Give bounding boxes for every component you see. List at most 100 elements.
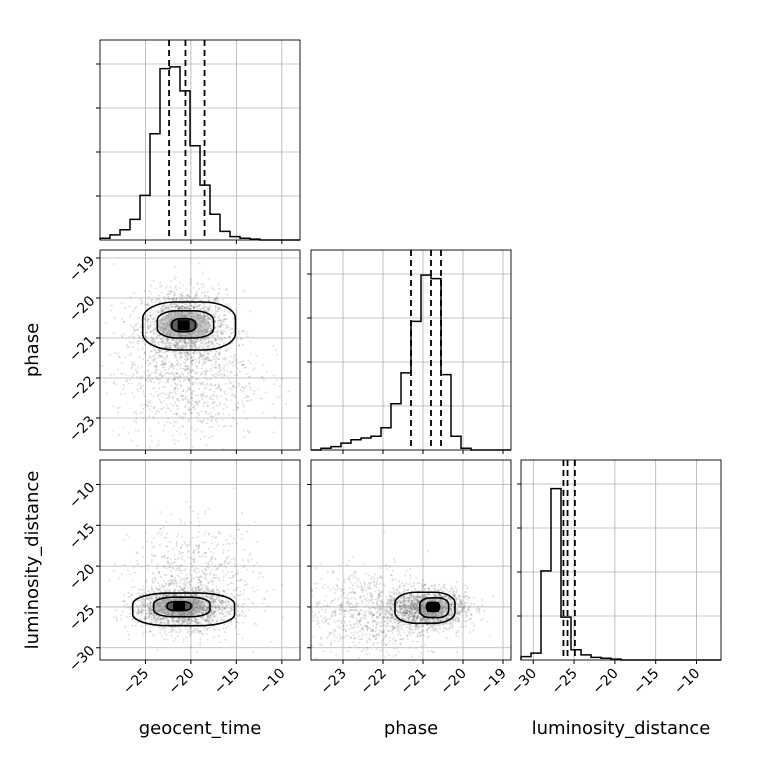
- scatter-point: [255, 354, 258, 357]
- scatter-point: [182, 347, 185, 350]
- scatter-point: [202, 309, 205, 311]
- scatter-point: [157, 356, 160, 359]
- scatter-point: [187, 620, 190, 623]
- scatter-point: [204, 608, 206, 611]
- scatter-point: [211, 595, 214, 598]
- scatter-point: [229, 535, 232, 537]
- scatter-point: [130, 367, 133, 370]
- scatter-point: [124, 356, 127, 359]
- scatter-point: [184, 351, 186, 353]
- scatter-point: [113, 381, 116, 384]
- scatter-point: [190, 347, 193, 350]
- scatter-point: [210, 610, 213, 613]
- scatter-point: [236, 406, 239, 409]
- scatter-point: [214, 352, 217, 355]
- scatter-point: [195, 627, 198, 630]
- scatter-point: [200, 395, 203, 398]
- scatter-point: [223, 336, 226, 339]
- scatter-point: [160, 338, 163, 341]
- scatter-point: [164, 363, 167, 366]
- scatter-point: [189, 521, 192, 524]
- scatter-point: [214, 601, 217, 604]
- scatter-point: [200, 345, 203, 348]
- scatter-point: [154, 577, 157, 580]
- scatter-point: [141, 609, 144, 612]
- scatter-point: [204, 387, 207, 390]
- scatter-point: [150, 609, 152, 612]
- scatter-point: [166, 623, 169, 626]
- scatter-point: [215, 298, 218, 301]
- scatter-point: [128, 354, 131, 357]
- scatter-point: [130, 361, 133, 364]
- scatter-point: [184, 398, 187, 401]
- scatter-point: [187, 358, 190, 361]
- scatter-point: [226, 293, 229, 296]
- scatter-point: [148, 415, 151, 417]
- scatter-point: [176, 408, 179, 411]
- scatter-point: [234, 396, 237, 399]
- scatter-point: [150, 339, 153, 342]
- scatter-point: [192, 593, 195, 596]
- scatter-point: [210, 328, 213, 331]
- scatter-point: [199, 355, 202, 358]
- scatter-point: [171, 593, 174, 596]
- scatter-point: [196, 536, 199, 539]
- scatter-point: [191, 383, 194, 386]
- scatter-point: [224, 348, 227, 351]
- scatter-point: [185, 288, 188, 291]
- scatter-point: [195, 304, 198, 307]
- scatter-point: [195, 344, 197, 346]
- scatter-point: [213, 610, 216, 613]
- scatter-point: [162, 406, 165, 409]
- scatter-point: [214, 418, 217, 421]
- scatter-point: [142, 593, 145, 596]
- scatter-point: [138, 611, 140, 614]
- scatter-point: [173, 277, 176, 280]
- scatter-point: [158, 351, 161, 354]
- scatter-point: [220, 617, 223, 620]
- scatter-point: [134, 368, 137, 371]
- scatter-point: [204, 295, 207, 297]
- scatter-point: [112, 373, 115, 376]
- scatter-point: [201, 394, 204, 397]
- scatter-point: [183, 619, 186, 621]
- scatter-point: [159, 373, 162, 376]
- scatter-point: [147, 603, 150, 606]
- scatter-point: [188, 303, 191, 305]
- scatter-point: [139, 611, 142, 614]
- scatter-point: [148, 607, 151, 610]
- scatter-point: [137, 613, 139, 616]
- scatter-point: [181, 424, 184, 427]
- scatter-point: [224, 638, 227, 641]
- scatter-point: [224, 610, 227, 613]
- scatter-point: [178, 297, 181, 300]
- scatter-point: [204, 338, 207, 341]
- scatter-point: [149, 330, 152, 333]
- scatter-point: [161, 305, 164, 308]
- scatter-point: [220, 323, 223, 326]
- scatter-point: [201, 272, 204, 275]
- scatter-point: [173, 376, 176, 379]
- scatter-point: [173, 382, 176, 385]
- scatter-point: [181, 617, 184, 620]
- scatter-point: [227, 555, 230, 558]
- scatter-point: [214, 320, 217, 323]
- scatter-point: [201, 615, 204, 618]
- scatter-point: [175, 298, 178, 301]
- scatter-point: [119, 372, 122, 375]
- scatter-point: [215, 367, 217, 370]
- scatter-point: [190, 412, 192, 415]
- scatter-point: [200, 611, 203, 614]
- scatter-point: [175, 376, 178, 379]
- scatter-point: [171, 339, 174, 342]
- scatter-point: [190, 281, 193, 283]
- scatter-point: [274, 349, 277, 352]
- scatter-point: [200, 354, 203, 357]
- scatter-point: [189, 556, 192, 559]
- scatter-point: [165, 634, 168, 637]
- scatter-point: [160, 291, 163, 294]
- scatter-point: [177, 620, 180, 622]
- scatter-point: [152, 599, 155, 602]
- scatter-point: [176, 397, 179, 400]
- scatter-point: [189, 345, 192, 348]
